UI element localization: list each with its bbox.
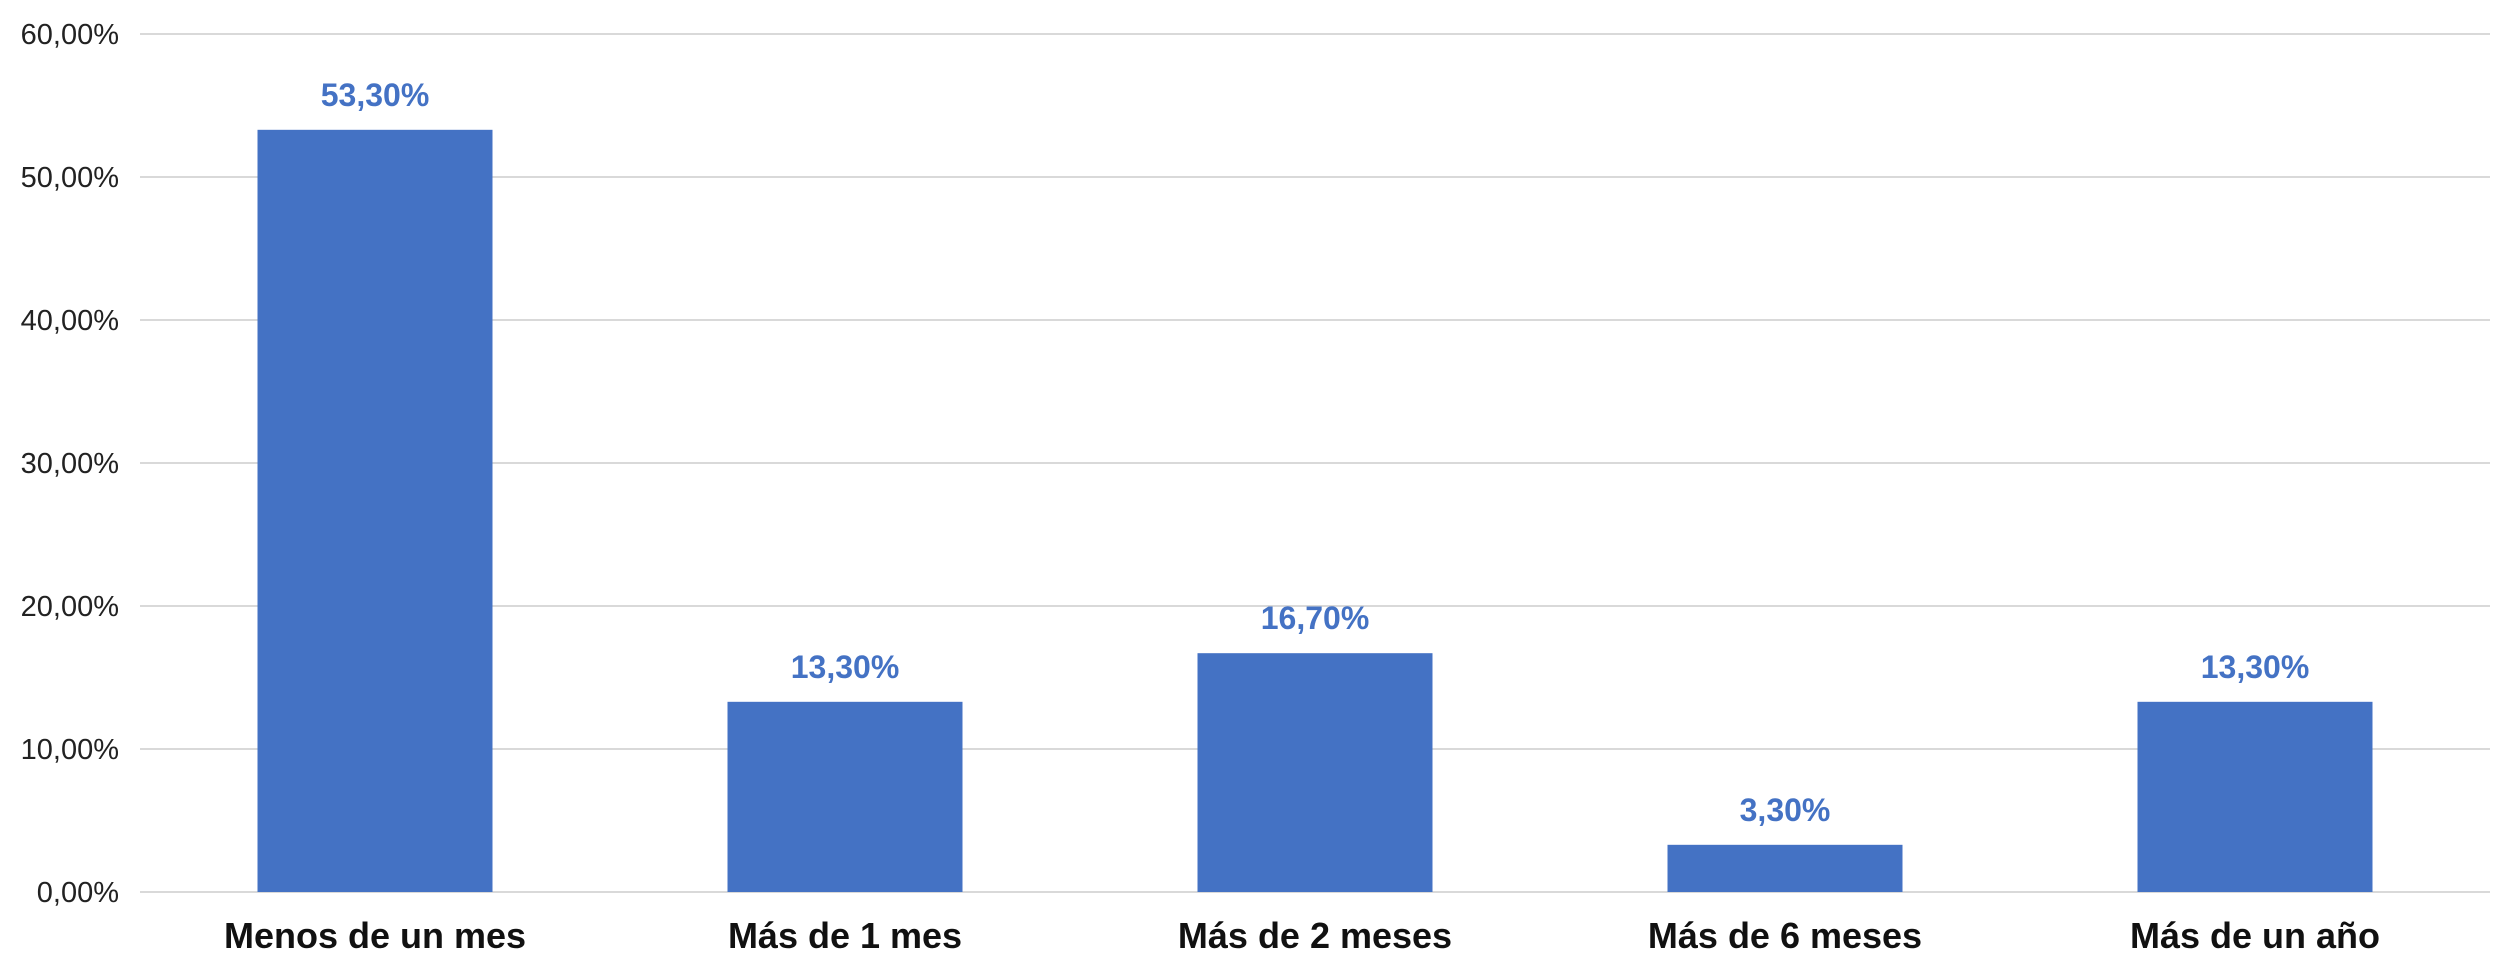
bars [257, 129, 2373, 892]
bar [1667, 844, 1903, 892]
x-tick-label: Más de 2 meses [1178, 915, 1452, 956]
y-tick-label: 30,00% [21, 448, 119, 480]
y-tick-label: 10,00% [21, 734, 119, 766]
data-labels: 53,30% 13,30% 16,70% 3,30% 13,30% [321, 77, 2310, 828]
x-axis-ticks: Menos de un mes Más de 1 mes Más de 2 mese… [224, 915, 2380, 956]
bar-data-label: 53,30% [321, 77, 430, 113]
x-tick-label: Más de un año [2130, 915, 2380, 956]
y-tick-label: 50,00% [21, 162, 119, 194]
bar [727, 701, 963, 892]
bar-data-label: 16,70% [1261, 600, 1370, 636]
x-tick-label: Más de 1 mes [728, 915, 962, 956]
y-tick-label: 60,00% [21, 19, 119, 51]
x-tick-label: Menos de un mes [224, 915, 526, 956]
bar [257, 129, 493, 892]
gridlines [140, 33, 2490, 893]
x-tick-label: Más de 6 meses [1648, 915, 1922, 956]
bar-data-label: 3,30% [1740, 792, 1831, 828]
bar [2137, 701, 2373, 892]
y-tick-label: 20,00% [21, 591, 119, 623]
y-tick-label: 0,00% [37, 877, 119, 909]
bar [1197, 653, 1433, 892]
bar-data-label: 13,30% [791, 649, 900, 685]
bar-data-label: 13,30% [2201, 649, 2310, 685]
y-axis-ticks: 0,00% 10,00% 20,00% 30,00% 40,00% 50,00% 60,00… [21, 19, 119, 909]
y-tick-label: 40,00% [21, 305, 119, 337]
